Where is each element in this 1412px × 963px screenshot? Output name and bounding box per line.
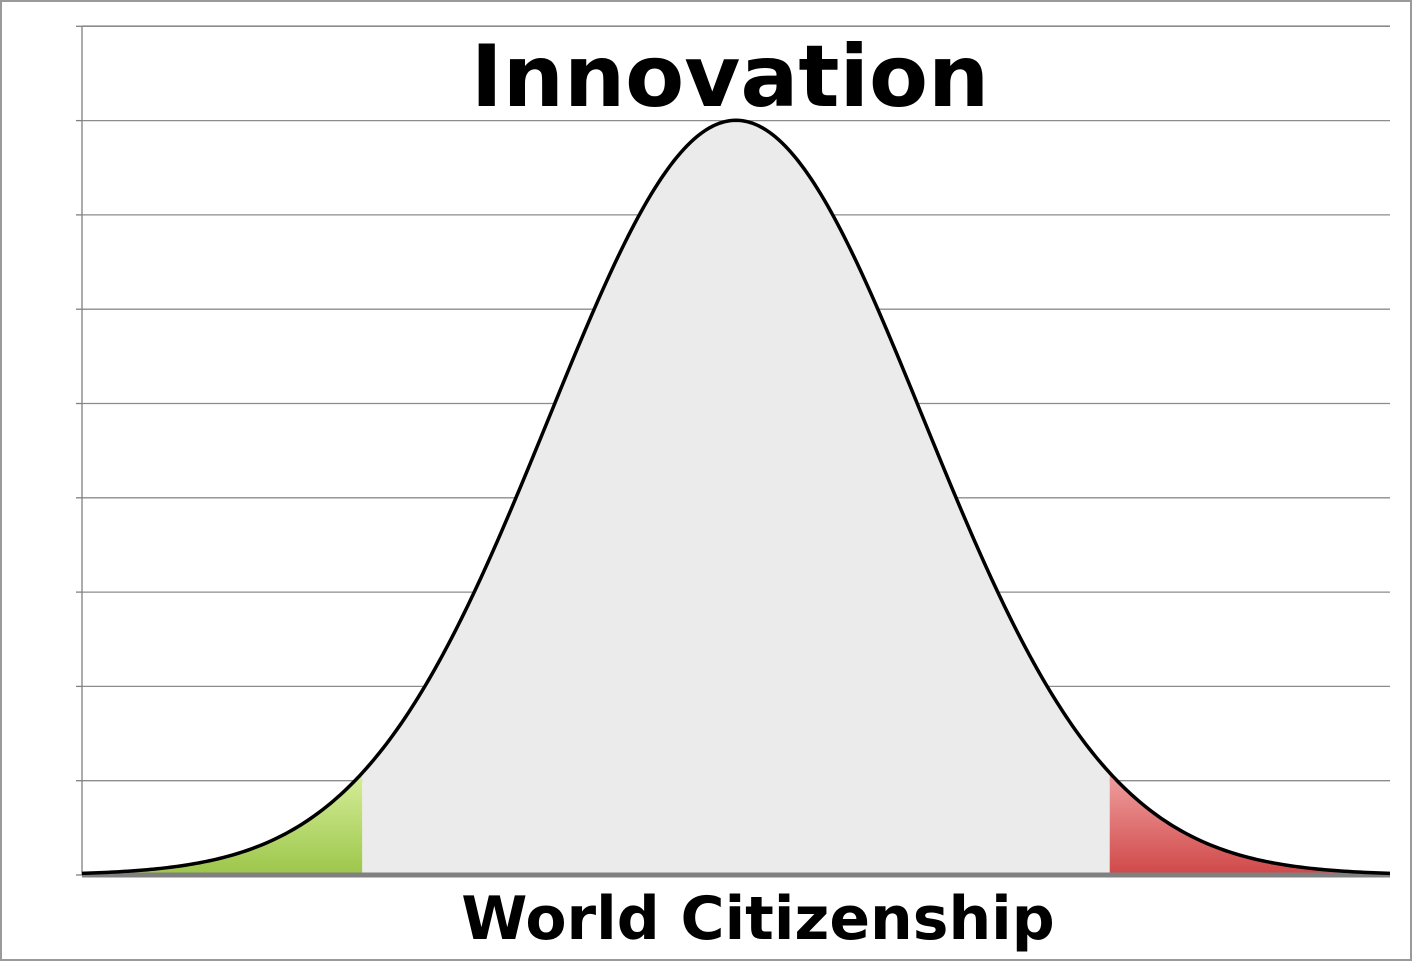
y-axis-ticks [76, 25, 82, 876]
bell-curve-line [81, 118, 1391, 876]
region-middle-body [362, 120, 1110, 876]
region-left-tail [82, 772, 363, 875]
x-axis-title: World Citizenship [461, 884, 1054, 954]
chart-title: Innovation [471, 27, 990, 127]
region-right-tail [1109, 772, 1390, 875]
